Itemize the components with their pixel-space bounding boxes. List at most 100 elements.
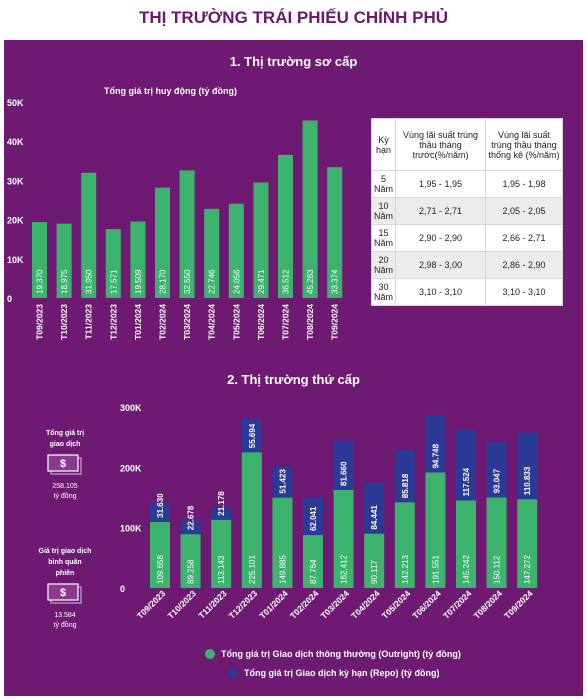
y-tick-label: 50K	[7, 98, 24, 108]
bar-repo	[517, 432, 538, 500]
bar-outright	[333, 490, 354, 588]
bar-repo	[425, 415, 446, 473]
bar-outright	[394, 502, 415, 588]
table-cell: 2,71 - 2,71	[394, 197, 487, 225]
bar	[155, 187, 170, 298]
bar-value-label-outright: 149.885	[278, 555, 287, 584]
bar	[179, 170, 195, 298]
bar	[327, 167, 343, 298]
bar-value-label: 29.471	[257, 269, 266, 294]
bar-value-label: 19.370	[36, 269, 45, 294]
table-row: 5 Năm 1,95 - 1,95 1,95 - 1,98	[371, 170, 563, 198]
bar-repo	[364, 482, 385, 534]
y-tick-label: 300K	[120, 403, 142, 413]
bar-value-label-repo: 51.423	[278, 469, 287, 494]
bar-value-label-repo: 62.041	[309, 506, 318, 531]
x-tick-label: T10/2023	[166, 588, 199, 621]
legend-outright: Tổng giá trị Giao dịch thông thường (Out…	[205, 649, 461, 659]
bar	[56, 223, 72, 298]
legend-repo: Tổng giá trị Giao dịch kỳ hạn (Repo) (tỷ…	[228, 668, 440, 678]
session-average-label: Giá trị giao dịch bình quân phiên	[38, 548, 92, 577]
x-tick-label: T01/2024	[257, 588, 290, 621]
table-row: 15 Năm 2,90 - 2,90 2,66 - 2,71	[371, 224, 563, 252]
x-tick-label: T09/2024	[330, 304, 340, 340]
bar-outright	[241, 452, 262, 588]
table-cell: 30 Năm	[371, 278, 396, 306]
x-tick-label: T07/2024	[281, 304, 291, 340]
bar-value-label-outright: 89.258	[187, 559, 196, 584]
bar-value-label: 24.056	[232, 269, 241, 294]
bar-outright	[456, 500, 476, 588]
session-average-value: 13.584	[54, 612, 76, 619]
bar-outright	[364, 533, 385, 588]
svg-text:$: $	[60, 587, 66, 599]
x-tick-label: T08/2024	[305, 304, 315, 340]
bar-outright	[425, 472, 446, 588]
outright-total-unit: tỷ đồng	[53, 493, 77, 500]
header-term: Kỳ hạn	[371, 118, 396, 171]
table-cell: 1,95 - 1,95	[394, 170, 487, 198]
money-icon: $	[47, 583, 82, 604]
legend-repo-label: Tổng giá trị Giao dịch kỳ hạn (Repo) (tỷ…	[244, 668, 440, 678]
bar-repo	[211, 506, 232, 520]
y-tick-label: 200K	[120, 463, 142, 473]
table-cell: 3,10 - 3,10	[485, 278, 563, 306]
x-tick-label: T12/2023	[108, 304, 118, 340]
bar-value-label-repo: 22.678	[187, 505, 196, 530]
bar-repo	[180, 520, 201, 535]
x-tick-label: T04/2024	[207, 304, 217, 340]
bar-value-label-repo: 94.748	[431, 443, 440, 468]
bar-value-label: 19.509	[134, 269, 143, 294]
bar-value-label-outright: 145.242	[462, 555, 471, 584]
bar-repo	[456, 429, 476, 501]
bar-value-label-outright: 142.213	[401, 555, 410, 584]
bar	[253, 182, 269, 298]
x-tick-label: T11/2023	[196, 588, 228, 620]
bar-value-label: 32.550	[183, 269, 192, 294]
bar-value-label-repo: 93.047	[493, 468, 502, 493]
outright-total-box: Tổng giá trị giao dịch $ 258.105 tỷ đồng	[38, 428, 92, 502]
table-cell: 2,98 - 3,00	[394, 251, 487, 279]
bar-value-label-outright: 147.272	[523, 555, 532, 584]
legend-outright-label: Tổng giá trị Giao dịch thông thường (Out…	[221, 649, 461, 659]
bar-value-label-outright: 162.412	[340, 555, 349, 584]
x-tick-label: T09/2024	[502, 588, 535, 621]
bar	[204, 208, 220, 298]
y-tick-label: 10K	[7, 255, 24, 265]
bar	[32, 222, 47, 298]
legend-repo-swatch	[228, 668, 238, 678]
interest-rate-table: Kỳ hạn Vùng lãi suất trúng thầu tháng tr…	[371, 118, 563, 306]
x-tick-label: T08/2024	[472, 588, 505, 621]
page-title: THỊ TRƯỜNG TRÁI PHIẾU CHÍNH PHỦ	[138, 8, 449, 27]
bar-repo	[333, 440, 354, 491]
table-row: 30 Năm 3,10 - 3,10 3,10 - 3,10	[371, 278, 563, 306]
x-tick-label: T05/2024	[380, 588, 413, 621]
y-tick-label: 30K	[7, 176, 24, 186]
bar-outright	[303, 535, 323, 588]
bar-outright	[150, 521, 170, 588]
table-cell: 2,86 - 2,90	[485, 251, 563, 279]
y-tick-label: 100K	[120, 524, 142, 534]
bar-value-label: 18.975	[60, 269, 69, 294]
x-tick-label: T06/2024	[410, 588, 443, 621]
bar-repo	[150, 502, 170, 522]
x-tick-label: T02/2024	[158, 304, 168, 340]
x-tick-label: T05/2024	[231, 304, 241, 340]
header-previous-month: Vùng lãi suất trúng thầu tháng trước(%/n…	[394, 118, 487, 171]
x-tick-label: T09/2023	[35, 304, 45, 340]
x-tick-label: T11/2023	[84, 304, 94, 340]
bar	[228, 203, 244, 298]
bar-repo	[303, 497, 323, 536]
x-tick-label: T02/2024	[288, 588, 321, 621]
bar	[81, 172, 97, 298]
bar-value-label-repo: 81.660	[340, 461, 349, 486]
bar-value-label-outright: 113.143	[217, 555, 226, 584]
legend-outright-swatch	[205, 649, 215, 659]
table-cell: 3,10 - 3,10	[394, 278, 487, 306]
bar-value-label-repo: 85.818	[401, 473, 410, 498]
session-average-box: Giá trị giao dịch bình quân phiên $ 13.5…	[38, 546, 92, 631]
y-tick-label: 20K	[7, 216, 24, 226]
primary-bar-chart: 0 10K 20K 30K 40K 50K 19.370 T09/2023 18.975 T10/…	[7, 98, 343, 340]
bar-value-label-repo: 84.441	[370, 505, 379, 530]
x-tick-label: T03/2024	[319, 588, 352, 621]
